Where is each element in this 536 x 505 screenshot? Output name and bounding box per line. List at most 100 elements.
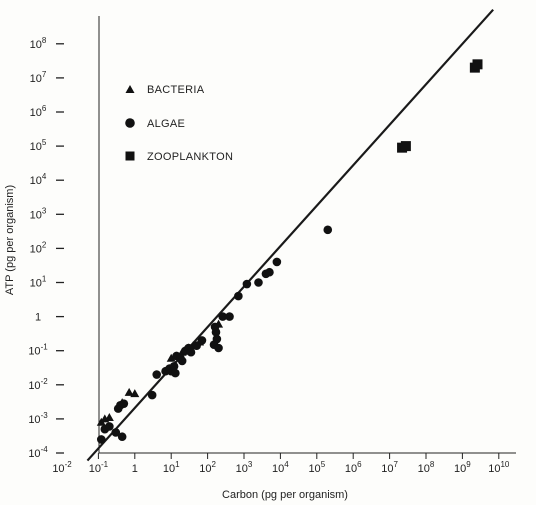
algae-point xyxy=(212,334,222,344)
zooplankton-point xyxy=(400,141,411,152)
algae-point xyxy=(152,370,162,379)
algae-point xyxy=(272,257,282,267)
x-tick-label: 103 xyxy=(236,460,253,475)
y-tick-exponent: 3 xyxy=(42,206,47,215)
x-tick-base: 10 xyxy=(454,463,466,475)
zooplankton-point xyxy=(472,59,483,70)
x-tick-exponent: 3 xyxy=(248,460,253,469)
x-tick-exponent: 2 xyxy=(211,460,216,469)
y-tick-exponent: 1 xyxy=(42,275,47,284)
y-tick-base: 10 xyxy=(30,209,42,221)
algae-point xyxy=(96,435,106,444)
x-tick-exponent: 8 xyxy=(430,460,435,469)
x-tick-label: 10-1 xyxy=(89,460,109,475)
algae-point xyxy=(111,428,121,437)
legend-marker-zooplankton xyxy=(125,151,135,161)
y-tick-base: 10 xyxy=(30,39,42,51)
x-tick-base: 10 xyxy=(345,463,357,475)
x-tick-label: 10-2 xyxy=(52,460,72,475)
algae-point xyxy=(242,279,252,289)
y-tick-label: 10-3 xyxy=(28,411,48,426)
algae-point xyxy=(171,368,180,378)
algae-point xyxy=(265,267,274,277)
y-tick-exponent: 2 xyxy=(42,240,47,249)
y-tick-exponent: -1 xyxy=(41,343,49,352)
algae-point xyxy=(177,356,187,366)
x-tick-exponent: 7 xyxy=(393,460,398,469)
y-tick-base: 10 xyxy=(30,278,42,290)
y-tick-exponent: -3 xyxy=(41,411,49,420)
x-tick-base: 10 xyxy=(52,463,64,475)
x-tick-exponent: 4 xyxy=(284,460,289,469)
y-tick-exponent: 6 xyxy=(42,104,47,113)
y-axis-label: ATP (pg per organism) xyxy=(4,185,16,295)
x-tick-base: 10 xyxy=(381,463,393,475)
x-tick-exponent: 5 xyxy=(321,460,326,469)
x-tick-exponent: 1 xyxy=(175,460,180,469)
algae-point xyxy=(323,225,333,235)
y-tick-label: 107 xyxy=(30,70,47,85)
y-tick-base: 10 xyxy=(30,107,42,119)
algae-point xyxy=(211,327,221,337)
x-tick-base: 10 xyxy=(418,463,430,475)
x-tick-label: 104 xyxy=(272,460,289,475)
x-axis-label: Carbon (pg per organism) xyxy=(222,489,348,501)
y-tick-base: 10 xyxy=(30,141,42,153)
x-tick-base: 1 xyxy=(132,463,138,475)
y-tick-exponent: -4 xyxy=(41,445,49,454)
y-tick-base: 10 xyxy=(28,346,40,358)
x-tick-base: 10 xyxy=(488,463,500,475)
y-tick-base: 10 xyxy=(30,73,42,85)
y-tick-label: 106 xyxy=(30,104,47,119)
algae-point xyxy=(234,291,243,301)
data-points xyxy=(96,59,483,444)
algae-point xyxy=(119,399,129,408)
x-tick-label: 102 xyxy=(199,460,216,475)
x-tick-base: 10 xyxy=(89,463,101,475)
x-tick-exponent: -1 xyxy=(101,460,109,469)
y-tick-base: 10 xyxy=(28,414,40,426)
x-tick-base: 10 xyxy=(272,463,284,475)
y-tick-exponent: 7 xyxy=(42,70,47,79)
y-tick-label: 105 xyxy=(30,138,47,153)
y-tick-label: 10-2 xyxy=(28,377,48,392)
bacteria-point xyxy=(124,387,134,396)
x-tick-label: 106 xyxy=(345,460,362,475)
algae-point xyxy=(169,361,179,371)
x-tick-label: 107 xyxy=(381,460,398,475)
algae-point xyxy=(105,422,114,431)
legend-marker-bacteria xyxy=(125,85,135,93)
x-tick-base: 10 xyxy=(163,463,175,475)
bacteria-point xyxy=(104,412,114,421)
algae-point xyxy=(254,278,263,287)
y-tick-label: 1 xyxy=(35,312,41,324)
x-tick-base: 10 xyxy=(199,463,211,475)
algae-point xyxy=(186,347,196,357)
bacteria-point xyxy=(130,389,140,398)
legend-label-bacteria: BACTERIA xyxy=(147,84,205,96)
y-tick-label: 10-1 xyxy=(28,343,48,358)
bacteria-point xyxy=(166,353,176,362)
algae-point xyxy=(192,341,201,351)
x-tick-label: 101 xyxy=(163,460,180,475)
x-tick-exponent: -2 xyxy=(65,460,73,469)
y-tick-base: 1 xyxy=(35,312,41,324)
legend-marker-algae xyxy=(125,118,135,128)
y-tick-base: 10 xyxy=(28,380,40,392)
y-tick-exponent: 4 xyxy=(42,172,47,181)
y-tick-label: 102 xyxy=(30,240,47,255)
x-tick-label: 108 xyxy=(418,460,435,475)
y-tick-exponent: 5 xyxy=(42,138,47,147)
legend-label-zooplankton: ZOOPLANKTON xyxy=(147,151,233,163)
y-axis-ticks: 10-410-310-210-1110110210310410510610710… xyxy=(28,36,64,460)
y-tick-label: 108 xyxy=(30,36,47,51)
algae-point xyxy=(218,312,228,321)
algae-point xyxy=(117,432,127,442)
x-tick-label: 105 xyxy=(308,460,325,475)
y-tick-label: 103 xyxy=(30,206,47,221)
y-tick-exponent: 8 xyxy=(42,36,47,45)
x-tick-label: 1 xyxy=(132,463,138,475)
legend-label-algae: ALGAE xyxy=(147,118,185,130)
x-tick-exponent: 9 xyxy=(466,460,471,469)
